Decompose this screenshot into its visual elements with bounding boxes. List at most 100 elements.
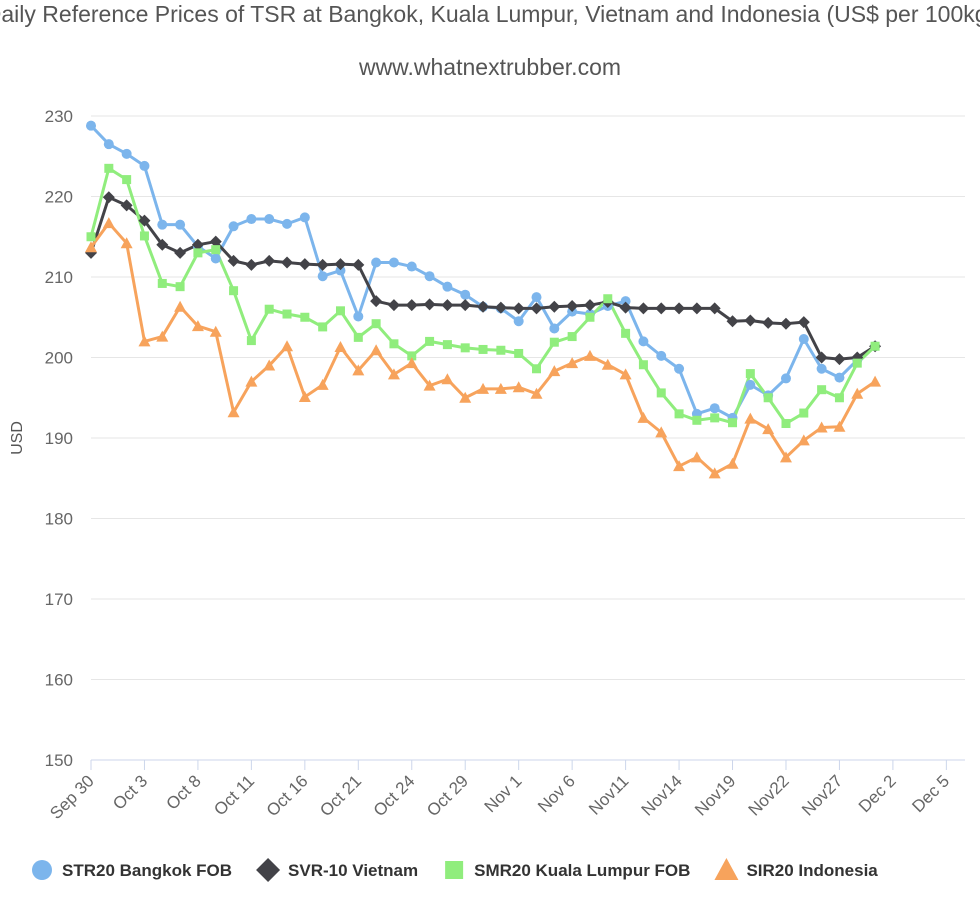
data-point bbox=[852, 358, 862, 368]
y-tick-label: 180 bbox=[45, 510, 73, 529]
data-point bbox=[120, 237, 133, 249]
data-point bbox=[798, 333, 809, 344]
x-tick-label: Sep 30 bbox=[46, 771, 98, 823]
data-point bbox=[673, 460, 686, 472]
data-point bbox=[210, 253, 221, 264]
data-point bbox=[85, 241, 97, 253]
data-point bbox=[423, 298, 436, 311]
data-point bbox=[86, 120, 96, 131]
x-tick-label: Nov 1 bbox=[481, 771, 526, 816]
y-tick-label: 210 bbox=[45, 268, 73, 287]
data-point bbox=[371, 257, 382, 268]
x-tick-label: Oct 21 bbox=[316, 771, 365, 820]
data-point bbox=[156, 330, 169, 342]
data-point bbox=[797, 434, 810, 446]
data-point bbox=[460, 289, 471, 300]
data-point bbox=[459, 299, 472, 312]
y-tick-label: 160 bbox=[45, 671, 73, 690]
data-point bbox=[281, 340, 294, 352]
data-point bbox=[245, 258, 258, 271]
data-point bbox=[708, 302, 721, 315]
data-point bbox=[744, 314, 757, 327]
data-point bbox=[797, 316, 810, 329]
data-point bbox=[494, 301, 507, 314]
legend-label: SIR20 Indonesia bbox=[746, 861, 878, 880]
data-point bbox=[298, 258, 311, 271]
data-point bbox=[102, 217, 115, 229]
data-point bbox=[335, 265, 346, 276]
data-point bbox=[405, 299, 418, 312]
legend-label: STR20 Bangkok FOB bbox=[62, 861, 232, 880]
data-point bbox=[726, 457, 739, 469]
data-point bbox=[833, 353, 846, 366]
data-point bbox=[175, 282, 185, 292]
data-point bbox=[815, 351, 828, 364]
data-point bbox=[389, 339, 399, 349]
data-point bbox=[532, 364, 541, 374]
data-point bbox=[549, 337, 559, 347]
data-point bbox=[655, 426, 668, 438]
data-point bbox=[531, 292, 542, 303]
data-point bbox=[317, 271, 328, 282]
data-point bbox=[674, 363, 685, 374]
data-point bbox=[122, 175, 132, 185]
data-point bbox=[174, 246, 187, 259]
data-point bbox=[300, 312, 310, 322]
y-tick-label: 170 bbox=[45, 590, 73, 609]
data-point bbox=[120, 199, 133, 212]
data-point bbox=[174, 300, 187, 312]
data-point bbox=[621, 328, 631, 338]
data-point bbox=[799, 408, 809, 418]
data-point bbox=[869, 375, 882, 387]
data-point bbox=[744, 412, 757, 424]
data-point bbox=[121, 148, 132, 159]
data-point bbox=[103, 139, 114, 150]
data-point bbox=[227, 406, 240, 418]
data-point bbox=[620, 296, 631, 307]
chart-subtitle: www.whatnextrubber.com bbox=[358, 54, 621, 80]
data-point bbox=[263, 254, 276, 267]
data-point bbox=[834, 372, 845, 383]
data-point bbox=[352, 364, 365, 376]
data-point bbox=[282, 309, 292, 319]
data-point bbox=[282, 218, 293, 229]
data-point bbox=[512, 302, 525, 315]
x-tick-label: Oct 3 bbox=[109, 771, 151, 813]
data-point bbox=[316, 378, 329, 390]
data-point bbox=[407, 351, 417, 361]
data-point bbox=[246, 336, 256, 346]
data-point bbox=[780, 373, 791, 384]
data-point bbox=[779, 317, 792, 330]
data-point bbox=[334, 258, 347, 271]
data-point bbox=[388, 257, 399, 268]
x-tick-label: Nov11 bbox=[585, 771, 632, 818]
data-point bbox=[816, 363, 827, 374]
data-point bbox=[583, 299, 596, 312]
data-point bbox=[745, 369, 755, 379]
x-tick-label: Oct 8 bbox=[163, 771, 205, 813]
y-tick-label: 190 bbox=[45, 429, 73, 448]
data-point bbox=[728, 418, 738, 428]
data-point bbox=[514, 348, 524, 358]
data-point bbox=[710, 413, 720, 423]
data-point bbox=[779, 451, 792, 463]
data-point bbox=[585, 312, 595, 322]
data-point bbox=[567, 332, 577, 342]
data-point bbox=[655, 302, 668, 315]
x-tick-label: Dec 2 bbox=[855, 771, 900, 816]
x-tick-label: Oct 11 bbox=[210, 771, 258, 819]
chart-title: Daily Reference Prices of TSR at Bangkok… bbox=[0, 1, 980, 27]
data-point bbox=[156, 238, 169, 251]
x-tick-label: Nov27 bbox=[798, 771, 846, 819]
data-point bbox=[227, 254, 240, 267]
data-point bbox=[191, 320, 204, 332]
data-point bbox=[423, 379, 436, 391]
data-point bbox=[530, 387, 543, 399]
series-line bbox=[89, 124, 876, 420]
data-point bbox=[690, 451, 703, 463]
data-point bbox=[442, 340, 452, 350]
data-point bbox=[477, 300, 490, 313]
data-point bbox=[566, 357, 579, 369]
data-point bbox=[246, 214, 257, 225]
data-point bbox=[601, 358, 614, 370]
